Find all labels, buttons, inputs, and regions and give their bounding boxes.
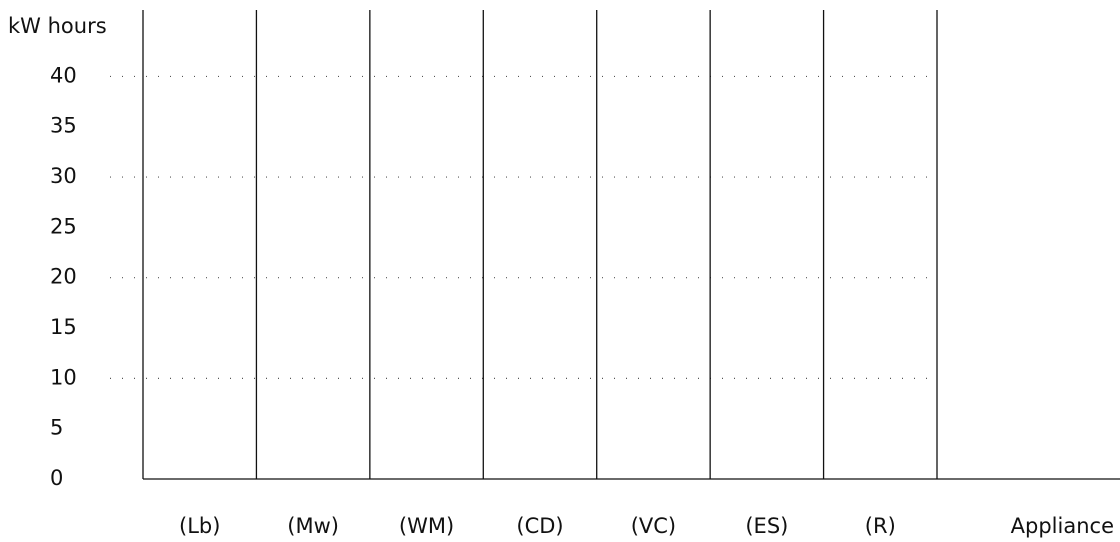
x-tick-label: (WM)	[399, 514, 454, 538]
y-tick-label: 0	[50, 466, 63, 490]
x-tick-label: (CD)	[516, 514, 563, 538]
y-tick-label: 30	[50, 164, 77, 188]
y-tick-label: 25	[50, 214, 77, 238]
x-tick-label: (Lb)	[179, 514, 220, 538]
x-tick-label: (ES)	[745, 514, 788, 538]
y-tick-label: 5	[50, 416, 63, 440]
x-tick-label: (VC)	[631, 514, 676, 538]
y-tick-label: 35	[50, 114, 77, 138]
y-tick-label: 10	[50, 365, 77, 389]
y-tick-label: 15	[50, 315, 77, 339]
y-tick-label: 40	[50, 63, 77, 87]
y-tick-label: 20	[50, 265, 77, 289]
y-axis-label: kW hours	[8, 14, 107, 38]
x-axis-label: Appliance	[1011, 514, 1114, 538]
x-tick-label: (Mw)	[287, 514, 339, 538]
x-tick-label: (R)	[865, 514, 896, 538]
